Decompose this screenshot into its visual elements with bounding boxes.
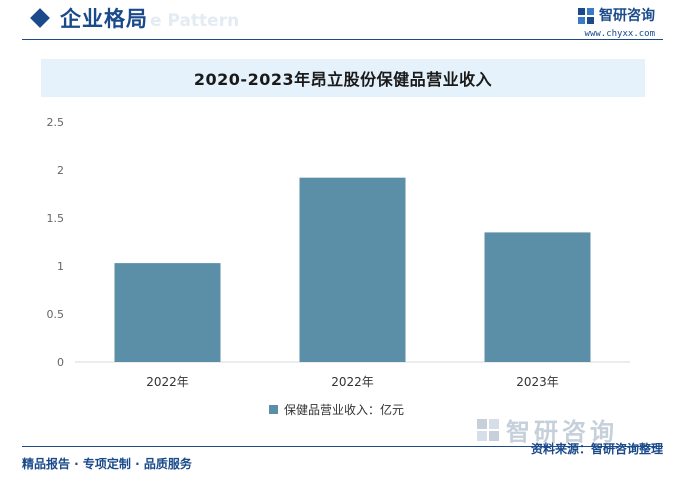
y-tick-label: 2 — [57, 164, 64, 177]
diamond-icon — [30, 8, 50, 28]
x-axis-labels: 2022年 2022年 2023年 — [146, 375, 559, 389]
header-watermark-text: e Pattern — [150, 11, 240, 31]
brand-name: 智研咨询 — [599, 8, 655, 24]
y-tick-label: 2.5 — [47, 116, 65, 129]
watermark-logo-icon — [477, 418, 499, 441]
legend: 保健品营业收入：亿元 — [0, 400, 673, 418]
bar — [114, 263, 221, 362]
header: e Pattern 企业格局 智研咨询 www.chyxx.com — [0, 0, 673, 44]
y-tick-label: 0.5 — [47, 308, 65, 321]
brand: 智研咨询 www.chyxx.com — [577, 7, 655, 40]
bar — [299, 177, 406, 362]
x-tick-label: 2022年 — [146, 375, 189, 389]
footer-slogan: 精品报告 · 专项定制 · 品质服务 — [22, 457, 192, 471]
y-tick-label: 1.5 — [47, 212, 65, 225]
watermark-logo: 智研咨询 — [475, 412, 618, 447]
brand-url: www.chyxx.com — [584, 29, 655, 39]
legend-label: 保健品营业收入：亿元 — [283, 402, 404, 417]
header-divider — [22, 39, 663, 40]
bar — [484, 232, 591, 362]
bars — [114, 177, 591, 362]
bar-chart: 0 0.5 1 1.5 2 2.5 2022年 2022年 2023年 — [47, 116, 630, 389]
y-tick-label: 1 — [57, 260, 64, 273]
y-axis-ticks: 0 0.5 1 1.5 2 2.5 — [47, 116, 65, 369]
legend-swatch — [268, 404, 278, 414]
footer-divider — [22, 446, 663, 447]
watermark-text: 智研咨询 — [506, 418, 618, 446]
section-title: 企业格局 — [60, 7, 148, 31]
x-tick-label: 2023年 — [516, 375, 559, 389]
source-note: 资料来源：智研咨询整理 — [530, 442, 663, 456]
x-tick-label: 2022年 — [331, 375, 374, 389]
chart-title-bar: 2020-2023年昂立股份保健品营业收入 — [41, 59, 645, 97]
brand-logo-icon — [578, 8, 594, 24]
y-tick-label: 0 — [57, 356, 64, 369]
chart-title: 2020-2023年昂立股份保健品营业收入 — [193, 70, 493, 89]
